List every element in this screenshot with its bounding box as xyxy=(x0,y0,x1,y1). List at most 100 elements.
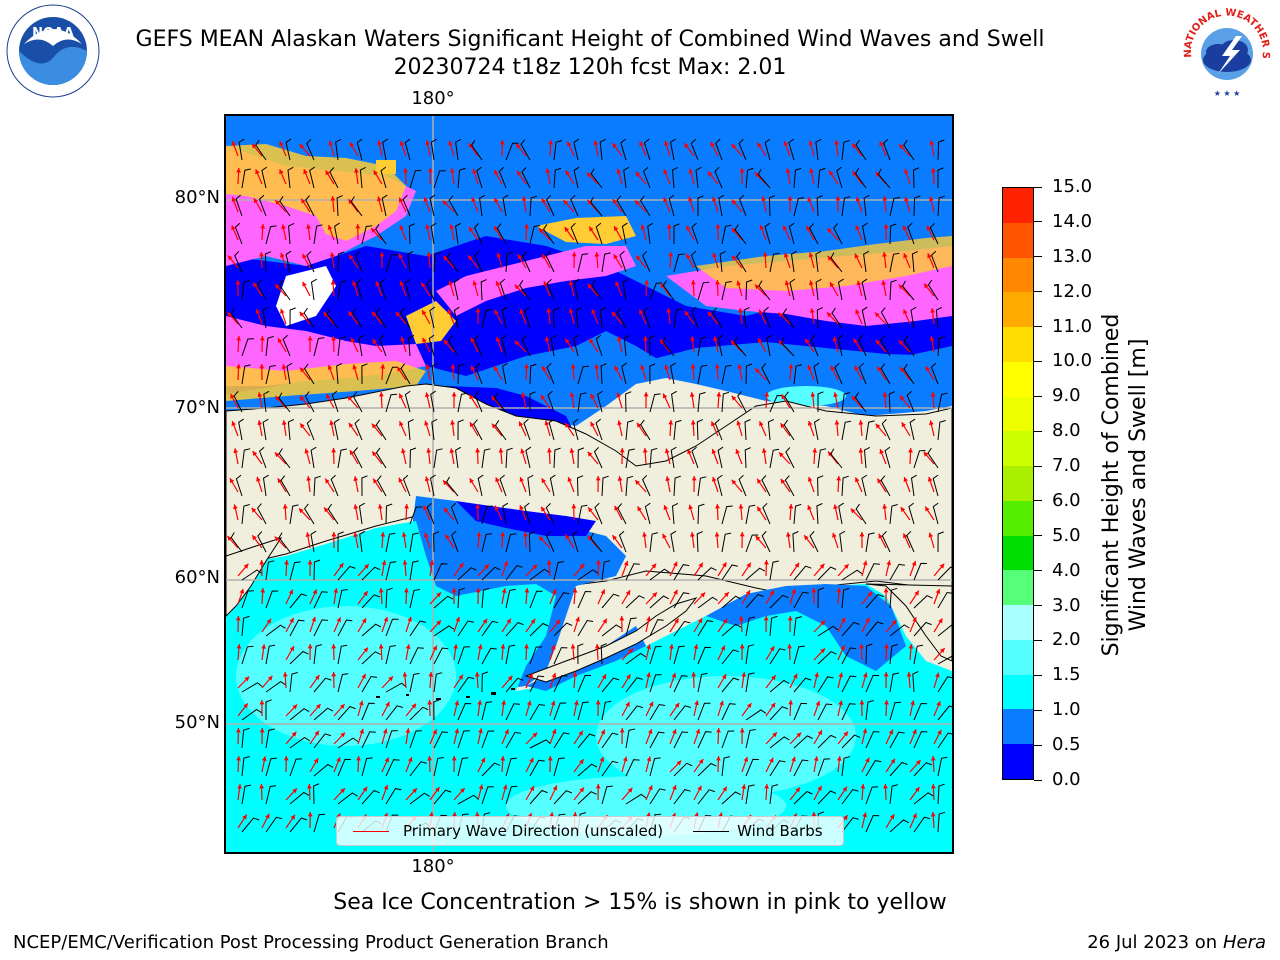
wave-arrow-head xyxy=(899,340,904,346)
wave-arrow-head xyxy=(832,532,837,538)
wind-barb xyxy=(639,195,651,217)
wind-barb xyxy=(932,474,939,497)
wind-barb xyxy=(505,588,516,609)
wave-arrow-head xyxy=(236,644,242,649)
wave-arrow-head xyxy=(451,392,457,397)
wave-arrow-head xyxy=(698,759,704,764)
wind-barb xyxy=(265,757,277,777)
wave-arrow-head xyxy=(877,478,882,484)
wave-arrow-head xyxy=(524,364,529,369)
wind-barb xyxy=(793,167,802,189)
wave-arrow-head xyxy=(421,282,426,288)
wave-arrow-head xyxy=(274,536,280,542)
wind-barb xyxy=(889,819,910,833)
wave-arrow-head xyxy=(700,592,706,598)
wind-barb xyxy=(625,617,637,637)
wave-arrow-head xyxy=(501,588,507,593)
wave-arrow-head xyxy=(619,616,625,621)
wind-barb xyxy=(545,503,555,525)
wind-barb xyxy=(235,194,243,217)
wave-arrow-head xyxy=(450,364,456,369)
wind-barb xyxy=(601,677,620,693)
wave-arrow-head xyxy=(496,252,502,258)
wind-barb xyxy=(717,446,724,469)
wave-arrow-head xyxy=(520,448,525,454)
wind-barb xyxy=(734,224,747,245)
wind-barb xyxy=(695,166,702,189)
wind-barb xyxy=(577,392,587,413)
wind-barb xyxy=(769,784,779,805)
wind-barb xyxy=(529,789,548,805)
wave-arrow-head xyxy=(231,225,236,231)
wave-arrow-head xyxy=(399,393,404,399)
wind-barb xyxy=(337,251,345,273)
wind-barb xyxy=(880,335,891,357)
wind-barb xyxy=(788,138,795,161)
wave-arrow-head xyxy=(373,478,378,484)
wave-arrow-head xyxy=(617,476,623,481)
wave-arrow-head xyxy=(475,588,481,593)
wave-arrow-head xyxy=(401,448,406,454)
wave-arrow-head xyxy=(507,675,513,681)
wind-barb xyxy=(576,475,584,497)
wave-arrow-head xyxy=(448,140,453,146)
wind-barb xyxy=(595,334,603,357)
wind-barb xyxy=(838,502,845,525)
wind-barb xyxy=(572,530,579,553)
colorbar-segment xyxy=(1003,431,1033,467)
wind-barb xyxy=(256,279,267,301)
wind-barb xyxy=(901,280,915,301)
wind-barb xyxy=(670,446,677,469)
wind-barb xyxy=(313,591,328,609)
wind-barb xyxy=(278,448,291,469)
wind-barb xyxy=(625,595,645,609)
wave-arrow-head xyxy=(829,170,834,176)
wind-barb xyxy=(453,306,460,329)
wave-arrow-head xyxy=(612,535,617,541)
wind-barb xyxy=(481,701,493,721)
wind-barb xyxy=(233,391,243,413)
colorbar-tick-label: 15.0 xyxy=(1052,176,1093,197)
wave-arrow-head xyxy=(782,225,788,231)
wind-barb xyxy=(521,167,531,189)
wind-barb xyxy=(865,731,880,749)
wave-arrow-head xyxy=(783,141,788,147)
wind-barb xyxy=(830,448,843,469)
wave-wind-vectors xyxy=(226,138,952,833)
wind-barb xyxy=(913,702,928,721)
wind-barb xyxy=(935,306,943,329)
wave-arrow-head xyxy=(299,508,304,514)
wave-arrow-head xyxy=(912,617,917,623)
wave-arrow-head xyxy=(788,700,793,705)
wave-arrow-head xyxy=(349,450,355,456)
wave-arrow-head xyxy=(380,532,386,537)
wave-arrow-head xyxy=(615,281,620,287)
wave-arrow-head xyxy=(757,142,762,148)
wind-barb xyxy=(375,307,387,329)
wave-arrow-head xyxy=(300,423,305,429)
wave-arrow-head xyxy=(853,338,858,344)
wind-barb xyxy=(313,619,329,637)
wave-arrow-head xyxy=(858,420,864,425)
wind-barb xyxy=(599,306,607,329)
wind-barb xyxy=(385,730,398,749)
wind-barb xyxy=(553,592,570,609)
wave-arrow-head xyxy=(676,760,682,766)
wave-arrow-head xyxy=(544,420,550,426)
wave-arrow-head xyxy=(475,504,481,509)
wave-arrow-head xyxy=(314,675,320,680)
wave-arrow-head xyxy=(579,563,585,569)
wind-barb xyxy=(433,595,454,609)
wave-arrow-head xyxy=(643,336,648,341)
wind-barb xyxy=(769,594,789,609)
wind-barb xyxy=(433,731,449,749)
wave-arrow-head xyxy=(311,616,316,622)
wind-barb xyxy=(737,391,747,413)
wind-barb xyxy=(738,474,747,497)
wave-arrow-head xyxy=(569,448,575,453)
wave-arrow-head xyxy=(858,448,864,453)
wind-barb xyxy=(591,279,603,301)
wave-arrow-head xyxy=(736,420,742,426)
wave-arrow-head xyxy=(547,756,553,761)
wind-barb xyxy=(809,531,819,553)
